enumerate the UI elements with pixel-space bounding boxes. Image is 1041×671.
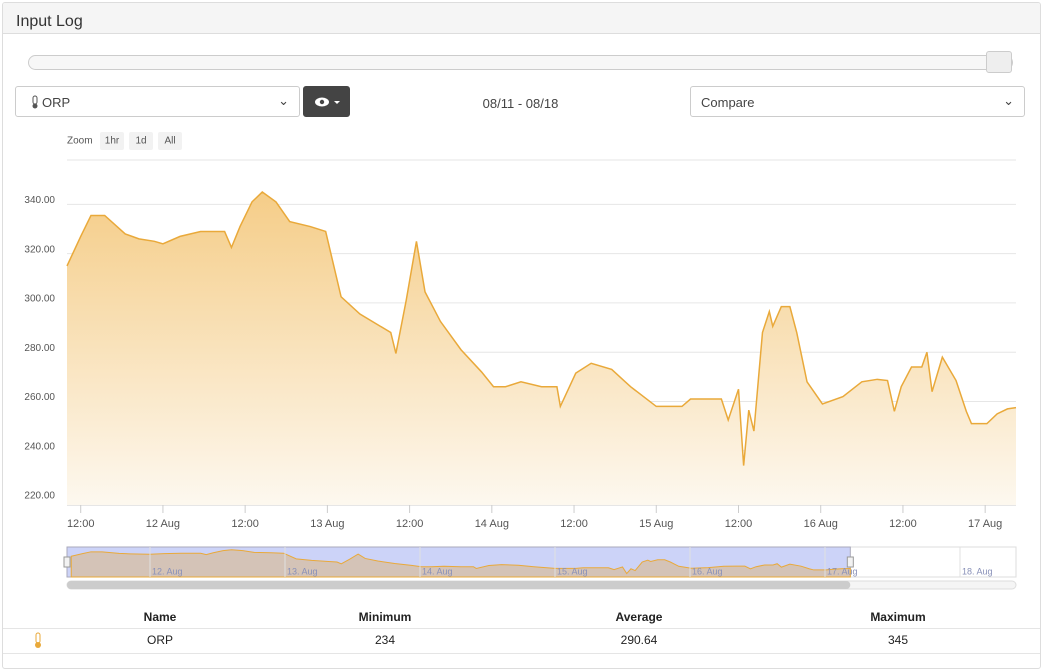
zoom-button[interactable] <box>100 132 124 150</box>
scrollbar-thumb <box>67 581 851 589</box>
line <box>66 191 1017 466</box>
sensor-name: ORP <box>42 95 71 110</box>
navigator-handle <box>63 556 71 568</box>
x-tick-label: 16 Aug <box>804 518 838 530</box>
x-tick-label: 12:00 <box>396 518 424 530</box>
range-slider[interactable] <box>28 55 1013 70</box>
zoom-button-label[interactable]: All <box>164 136 175 147</box>
zoom-label: Zoom <box>67 136 93 147</box>
eye-icon <box>315 97 340 107</box>
table-row <box>3 628 1040 654</box>
table-cell: 290.64 <box>621 633 658 647</box>
area-fill <box>67 192 1016 505</box>
y-tick-label: 220.00 <box>24 491 55 502</box>
chart: Zoom 1hr 1d All 220.00 240.00 260.00 280.00… <box>24 132 1017 648</box>
navigator-label: 15. Aug <box>557 566 588 576</box>
y-tick-label: 340.00 <box>24 195 55 206</box>
table-header: Name <box>144 610 177 624</box>
x-tick-label: 14 Aug <box>475 518 509 530</box>
y-tick-label: 300.00 <box>24 294 55 305</box>
navigator-area <box>70 549 851 578</box>
table-header: Minimum <box>359 610 412 624</box>
table-cell: 234 <box>375 633 395 647</box>
navigator-label: 16. Aug <box>692 566 723 576</box>
thermometer-icon <box>35 632 41 648</box>
compare-label: Compare <box>701 95 755 110</box>
navigator-label: 13. Aug <box>287 566 318 576</box>
icon-part <box>35 642 41 648</box>
x-tick-label: 12 Aug <box>146 518 180 530</box>
x-tick-label: 12:00 <box>725 518 753 530</box>
x-tick-label: 12:00 <box>231 518 259 530</box>
table-header: Maximum <box>870 610 925 624</box>
compare-select[interactable]: Compare ⌄ <box>690 86 1025 117</box>
navigator-label: 14. Aug <box>422 566 453 576</box>
table-cell: ORP <box>147 633 173 647</box>
navigator-handle <box>846 556 854 568</box>
x-tick-label: 12:00 <box>889 518 917 530</box>
y-tick-label: 240.00 <box>24 441 55 452</box>
chevron: ⌄ <box>278 93 289 108</box>
navigator-label: 12. Aug <box>152 566 183 576</box>
x-tick-label: 15 Aug <box>639 518 673 530</box>
y-tick-label: 280.00 <box>24 343 55 354</box>
navigator-label: 17. Aug <box>827 566 858 576</box>
thermometer-icon <box>32 95 38 109</box>
chevron: ⌄ <box>1003 93 1014 108</box>
panel-title: Input Log <box>3 3 1040 34</box>
x-tick-label: 12:00 <box>560 518 588 530</box>
sensor-select[interactable]: ORP ⌄ <box>15 86 300 117</box>
navigator-label: 18. Aug <box>962 566 993 576</box>
date-range: 08/11 - 08/18 <box>482 96 559 111</box>
view-button[interactable] <box>303 86 350 117</box>
zoom-button[interactable] <box>158 132 182 150</box>
table-cell: 345 <box>888 633 908 647</box>
slider-handle[interactable] <box>986 51 1012 73</box>
table-header: Average <box>616 610 663 624</box>
zoom-button-label[interactable]: 1d <box>135 136 146 147</box>
zoom-button[interactable] <box>129 132 153 150</box>
x-tick-label: 13 Aug <box>310 518 344 530</box>
y-tick-label: 320.00 <box>24 244 55 255</box>
x-tick-label: 17 Aug <box>968 518 1002 530</box>
y-tick-label: 260.00 <box>24 392 55 403</box>
x-tick-label: 12:00 <box>67 518 95 530</box>
zoom-button-label[interactable]: 1hr <box>105 136 120 147</box>
